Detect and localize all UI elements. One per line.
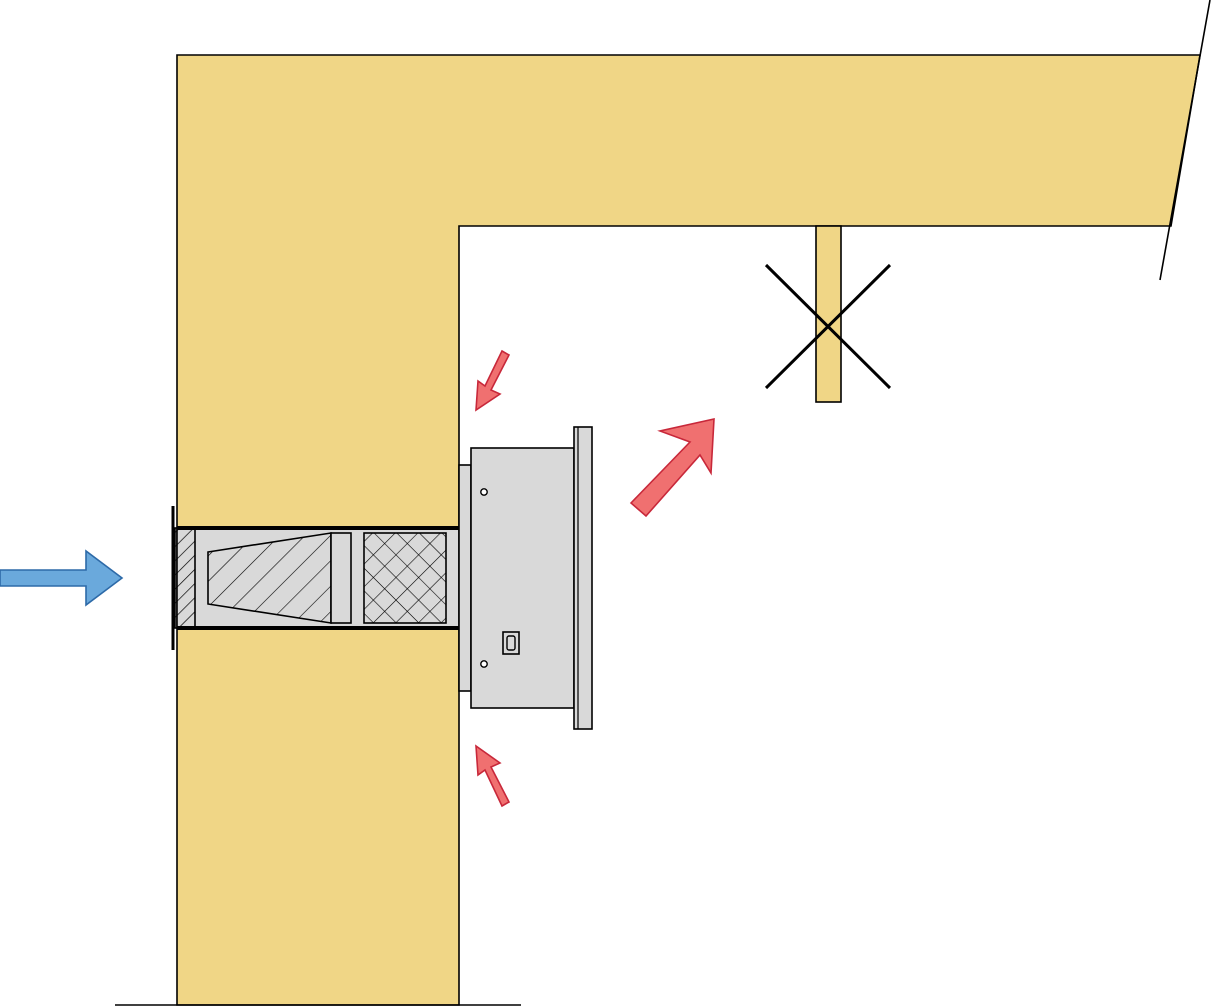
unit-body bbox=[470, 447, 575, 709]
filter-cartridge bbox=[363, 532, 447, 624]
ventilation-unit bbox=[458, 426, 593, 730]
arrow-right-icon bbox=[0, 549, 124, 607]
outlet-arrow-shape bbox=[629, 417, 715, 518]
unit-front-cover bbox=[573, 426, 593, 730]
screw-top bbox=[480, 488, 488, 496]
cross-icon bbox=[764, 263, 892, 390]
arrow-up-left-icon bbox=[475, 744, 511, 808]
ceiling-obstruction bbox=[815, 225, 842, 403]
ceiling-break-line bbox=[1159, 0, 1211, 281]
unit-switch bbox=[502, 631, 520, 655]
separator-plate bbox=[330, 532, 352, 624]
wall-duct bbox=[171, 506, 460, 650]
outer-grille bbox=[174, 527, 196, 629]
arrow-down-left-icon bbox=[475, 349, 511, 412]
screw-bottom bbox=[480, 660, 488, 668]
unit-mounting-plate bbox=[458, 464, 472, 692]
